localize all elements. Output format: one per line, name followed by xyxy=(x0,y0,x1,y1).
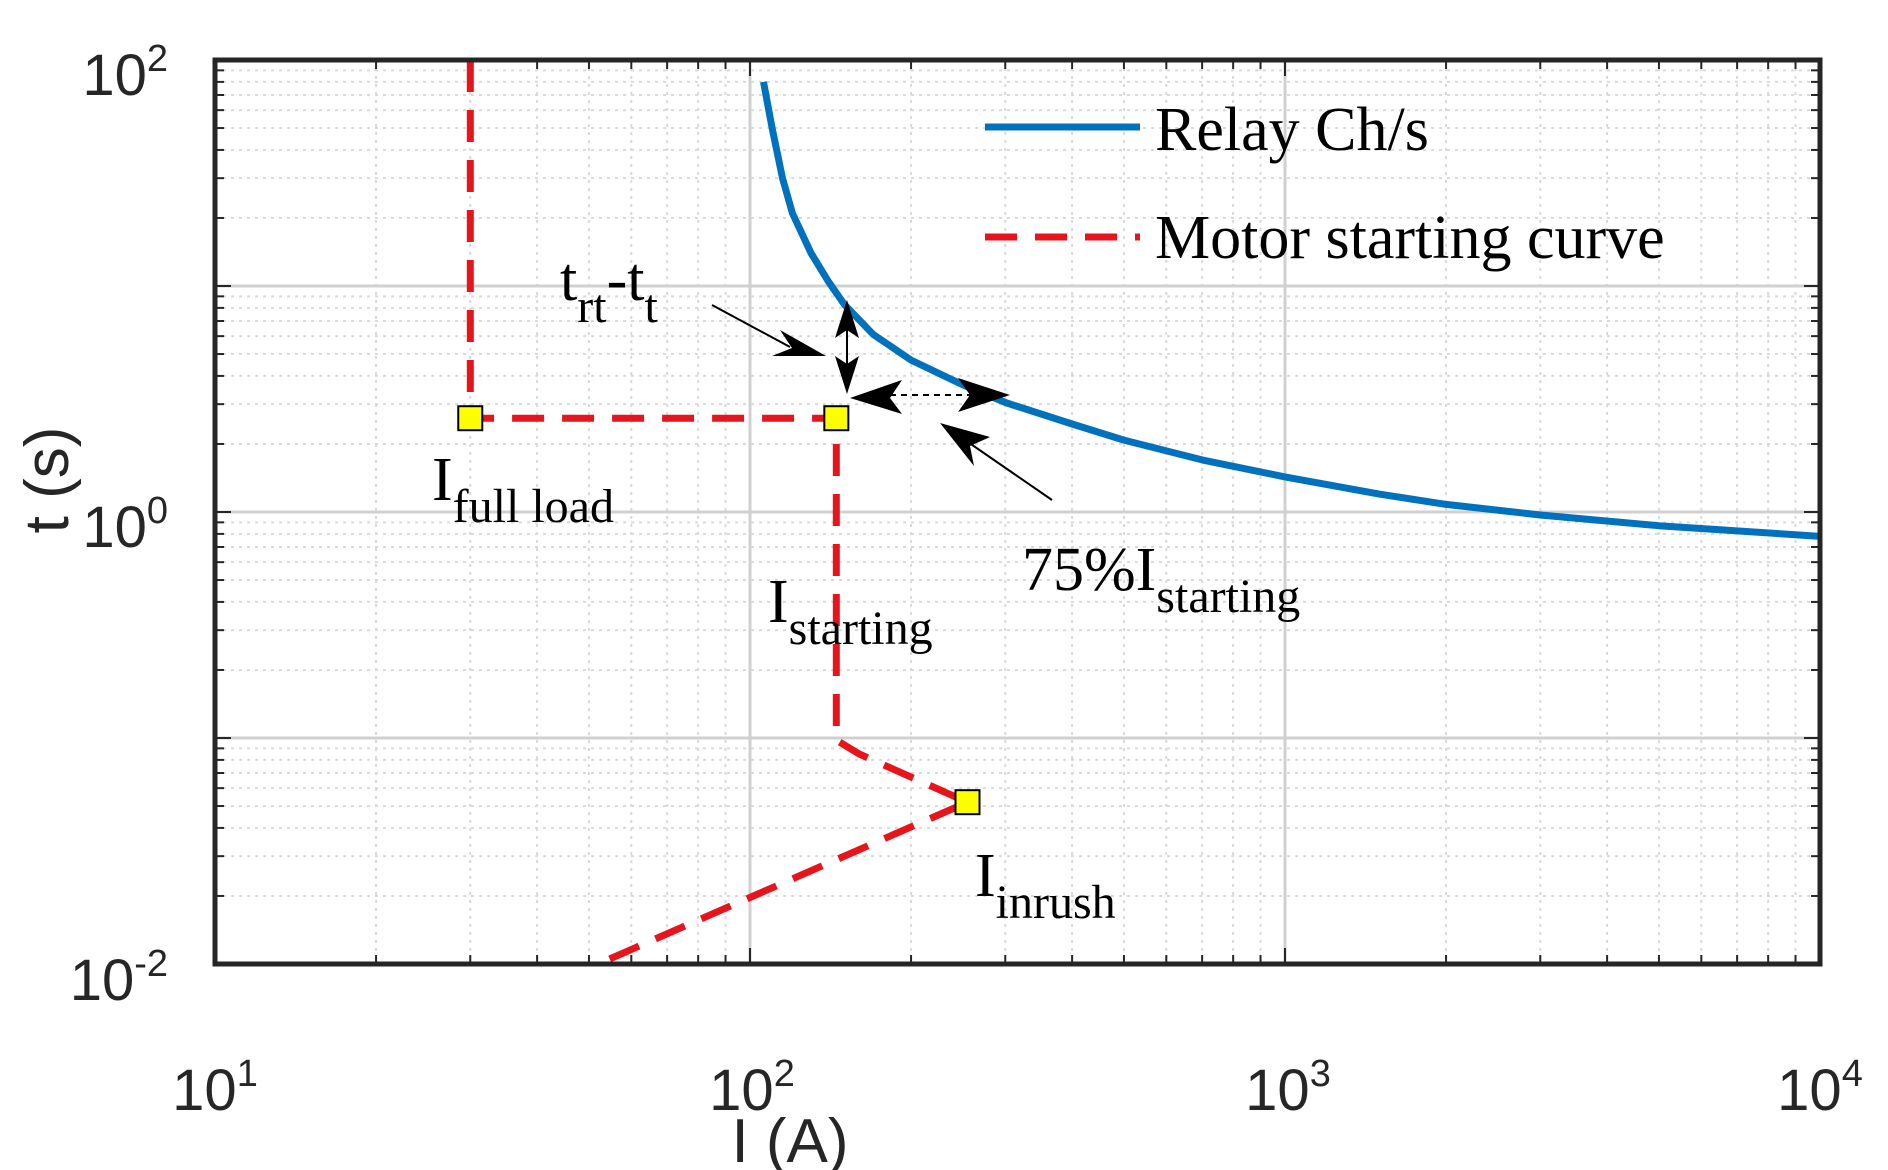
y-tick-label: 100 xyxy=(82,490,168,560)
starting-point xyxy=(823,405,850,432)
full-load-point xyxy=(457,405,484,432)
y-axis-label: t (s) xyxy=(13,427,82,534)
markers xyxy=(457,405,981,816)
vertical-gap-arrow-head-up xyxy=(835,300,859,338)
pct-starting-leader-head xyxy=(940,423,990,466)
inrush-point xyxy=(954,789,981,816)
grid xyxy=(214,59,1821,965)
starting-label: Istarting xyxy=(768,568,933,655)
x-tick-label: 103 xyxy=(1245,1053,1331,1123)
y-axis-ticks: 10-2 100 102 xyxy=(70,38,168,1013)
time-diff-label: trt-tt xyxy=(560,246,658,333)
annotations: Ifull load Istarting Iinrush 75%Istartin… xyxy=(432,246,1300,929)
horizontal-gap-arrow-head-right xyxy=(958,378,1010,412)
pct-starting-leader xyxy=(964,439,1053,501)
inrush-label: Iinrush xyxy=(975,842,1116,929)
time-diff-leader-head xyxy=(772,330,826,356)
y-tick-label: 10-2 xyxy=(70,943,168,1013)
pct-starting-label: 75%Istarting xyxy=(1022,536,1300,623)
vertical-gap-arrow-head-down xyxy=(835,356,859,394)
horizontal-gap-arrow-head-left xyxy=(850,380,902,414)
x-axis-label: I (A) xyxy=(731,1107,848,1170)
full-load-label: Ifull load xyxy=(432,446,614,533)
y-tick-label: 102 xyxy=(82,38,168,108)
x-tick-label: 104 xyxy=(1777,1053,1863,1123)
legend-motor-label: Motor starting curve xyxy=(1155,204,1665,272)
x-tick-label: 102 xyxy=(709,1053,795,1123)
x-axis-ticks: 101 102 103 104 xyxy=(172,1053,1863,1123)
x-tick-label: 101 xyxy=(172,1053,258,1123)
time-diff-leader xyxy=(711,304,791,348)
legend: Relay Ch/s Motor starting curve xyxy=(985,96,1665,272)
legend-relay-label: Relay Ch/s xyxy=(1155,96,1429,164)
plot-area-frame xyxy=(212,57,1823,967)
annotation-arrows xyxy=(711,300,1053,501)
